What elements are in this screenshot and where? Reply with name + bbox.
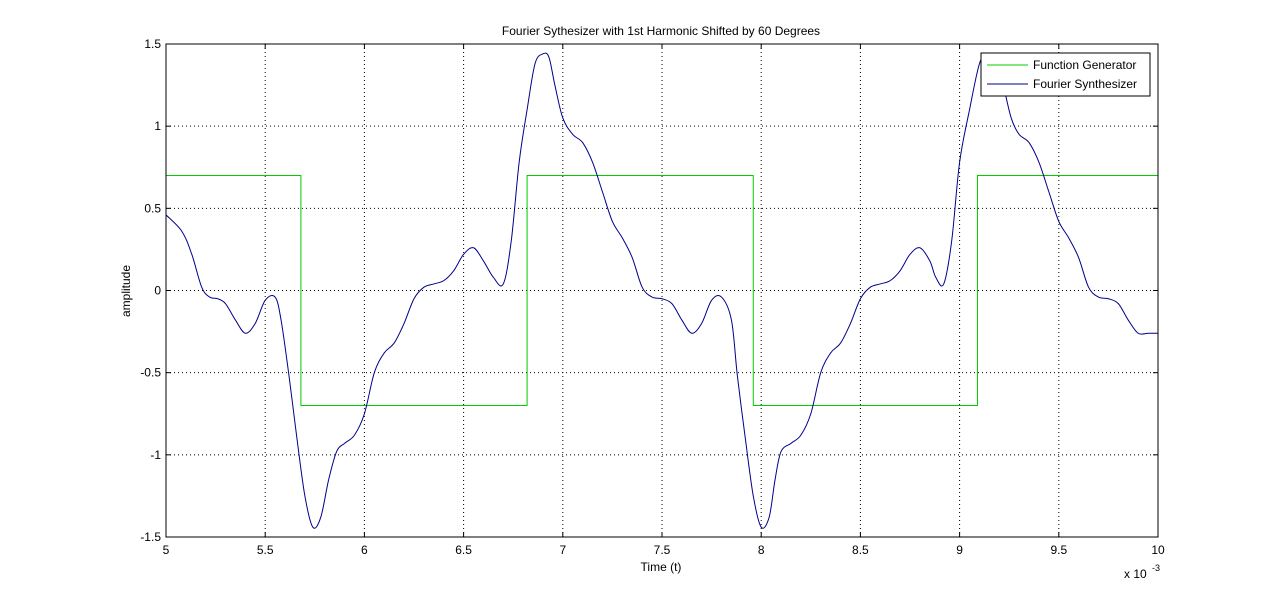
axis-ticks [165, 43, 1159, 538]
x-tick-label: 7 [559, 543, 566, 557]
x-tick-label: 8 [758, 543, 765, 557]
y-tick-label: -1 [150, 448, 161, 462]
legend-box [980, 52, 1151, 97]
x-tick-label: 10 [1151, 543, 1165, 557]
x-tick-label: 7.5 [654, 543, 671, 557]
series-line-function-generator [166, 174, 1158, 407]
x-tick-label: 9.5 [1050, 543, 1067, 557]
legend: Function Generator Fourier Synthesizer [980, 52, 1151, 97]
y-tick-label: 0 [154, 284, 161, 298]
x-tick-label: 6.5 [455, 543, 472, 557]
y-axis-tick-labels: 1.5 1 0.5 0 -0.5 -1 -1.5 [140, 37, 161, 544]
x-tick-label: 6 [361, 543, 368, 557]
x-tick-label: 5.5 [257, 543, 274, 557]
x-tick-label: 5 [163, 543, 170, 557]
x-axis-exponent: x 10 -3 [1124, 563, 1160, 581]
x-tick-label: 9 [956, 543, 963, 557]
legend-entry-function-generator: Function Generator [1033, 58, 1136, 72]
y-tick-label: 1 [154, 119, 161, 133]
x-tick-label: 8.5 [852, 543, 869, 557]
chart-title: Fourier Sythesizer with 1st Harmonic Shi… [502, 24, 820, 38]
y-tick-label: 0.5 [144, 201, 161, 215]
x-axis-exponent-base: x 10 [1124, 567, 1147, 581]
y-tick-label: -0.5 [140, 366, 161, 380]
y-tick-label: 1.5 [144, 37, 161, 51]
legend-entry-fourier-synthesizer: Fourier Synthesizer [1033, 77, 1137, 91]
x-axis-tick-labels: 5 5.5 6 6.5 7 7.5 8 8.5 9 9.5 10 [163, 543, 1165, 557]
x-axis-exponent-power: -3 [1152, 563, 1160, 573]
grid [166, 44, 1158, 537]
y-axis-label: amplitude [119, 265, 133, 317]
y-tick-label: -1.5 [140, 530, 161, 544]
x-axis-label: Time (t) [641, 560, 682, 574]
